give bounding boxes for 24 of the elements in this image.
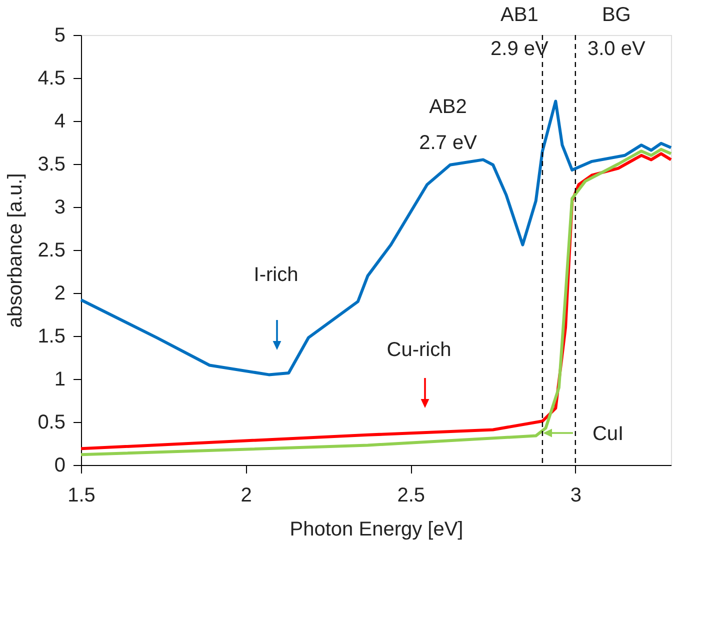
annotation: Cu-rich xyxy=(386,339,452,361)
y-tick-label: 0 xyxy=(54,454,66,476)
ref-line-label: AB1 2.9 eV xyxy=(490,4,550,60)
annotation: CuI xyxy=(592,423,624,445)
x-tick-label: 2 xyxy=(240,484,252,506)
y-tick-label: 2.5 xyxy=(38,240,66,262)
y-tick-label: 2 xyxy=(54,282,66,304)
x-axis-title: Photon Energy [eV] xyxy=(290,518,464,540)
y-tick-label: 4 xyxy=(54,110,66,132)
y-tick-label: 1 xyxy=(54,368,66,390)
ref-line-label: BG 3.0 eV xyxy=(588,4,646,60)
line-series xyxy=(80,100,672,376)
y-tick-label: 5 xyxy=(54,24,66,46)
x-tick-label: 2.5 xyxy=(397,484,426,506)
y-axis-title: absorbance [a.u.] xyxy=(4,173,27,328)
y-tick-label: 3.5 xyxy=(38,154,66,176)
y-tick-label: 1.5 xyxy=(38,326,66,348)
annotation: I-rich xyxy=(254,264,298,286)
y-tick-label: 0.5 xyxy=(38,412,66,434)
y-tick-label: 3 xyxy=(54,196,66,218)
x-tick-label: 3 xyxy=(570,484,582,506)
x-tick-label: 1.5 xyxy=(68,484,96,506)
y-tick-label: 4.5 xyxy=(38,68,66,90)
annotation: AB2 2.7 eV xyxy=(419,96,478,154)
